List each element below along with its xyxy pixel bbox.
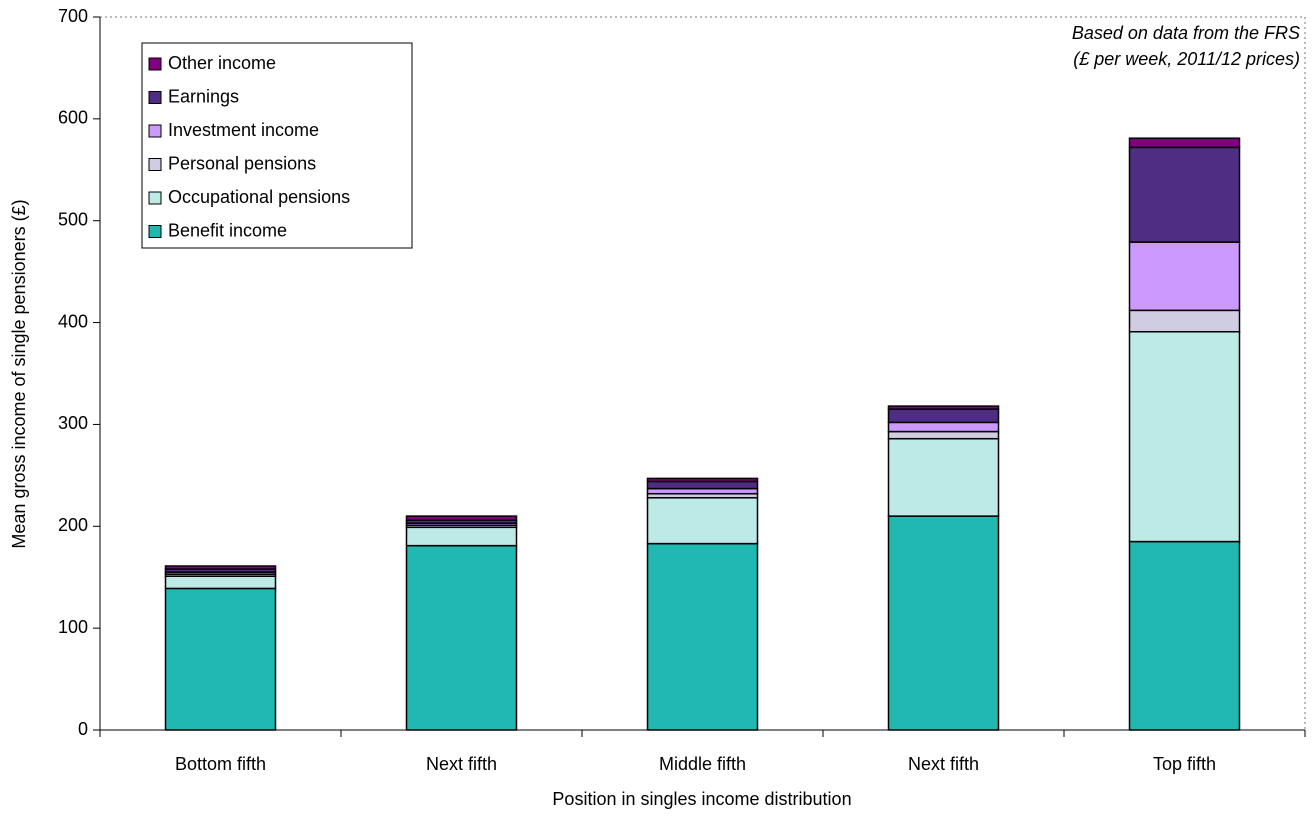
legend-swatch <box>148 91 162 104</box>
bar-segment <box>887 430 1000 440</box>
bar-segment <box>405 515 518 521</box>
bar-segment <box>1128 146 1241 243</box>
annotation: (£ per week, 2011/12 prices) <box>1073 49 1300 69</box>
bar-segment <box>887 408 1000 424</box>
y-axis-label: Mean gross income of single pensioners (… <box>9 199 29 548</box>
legend-swatch <box>148 57 162 71</box>
bar-segment <box>646 542 759 731</box>
legend-label: Occupational pensions <box>168 187 350 207</box>
bar-segment <box>887 405 1000 410</box>
legend-box <box>141 42 413 249</box>
legend-swatch <box>148 124 162 138</box>
y-tick-label: 600 <box>58 108 88 128</box>
bar-segment <box>646 477 759 483</box>
legend-swatch <box>148 158 162 171</box>
legend-label: Earnings <box>168 86 239 106</box>
y-tick-label: 0 <box>78 719 88 739</box>
x-tick-label: Next fifth <box>426 754 497 774</box>
legend-swatch <box>148 191 162 205</box>
bar-segment <box>887 437 1000 517</box>
bar-segment <box>1128 540 1241 731</box>
bar-segment <box>164 587 277 731</box>
annotation: Based on data from the FRS <box>1072 23 1300 43</box>
y-tick-label: 200 <box>58 515 88 535</box>
legend-swatch <box>148 225 162 238</box>
y-tick-label: 500 <box>58 209 88 229</box>
legend-label: Investment income <box>168 120 319 140</box>
bar-segment <box>646 480 759 490</box>
bar-segment <box>646 497 759 545</box>
x-tick-label: Next fifth <box>908 754 979 774</box>
bar-segment <box>405 544 518 731</box>
x-axis-label: Position in singles income distribution <box>552 789 851 809</box>
x-tick-label: Top fifth <box>1153 754 1216 774</box>
legend-label: Personal pensions <box>168 153 316 173</box>
bar-segment <box>1128 241 1241 312</box>
y-tick-label: 700 <box>58 6 88 26</box>
x-tick-label: Middle fifth <box>659 754 746 774</box>
y-tick-label: 100 <box>58 617 88 637</box>
bar-segment <box>164 565 277 570</box>
bar-segment <box>887 421 1000 433</box>
legend-label: Benefit income <box>168 220 287 240</box>
bar-segment <box>1128 309 1241 333</box>
bar-segment <box>405 526 518 547</box>
bar-segment <box>1128 330 1241 543</box>
bar-segment <box>646 487 759 495</box>
bar-segment <box>887 515 1000 731</box>
x-tick-label: Bottom fifth <box>175 754 266 774</box>
y-tick-label: 400 <box>58 311 88 331</box>
bar-segment <box>1128 137 1241 149</box>
y-tick-label: 300 <box>58 413 88 433</box>
bar-segment <box>164 575 277 590</box>
legend-label: Other income <box>168 53 276 73</box>
